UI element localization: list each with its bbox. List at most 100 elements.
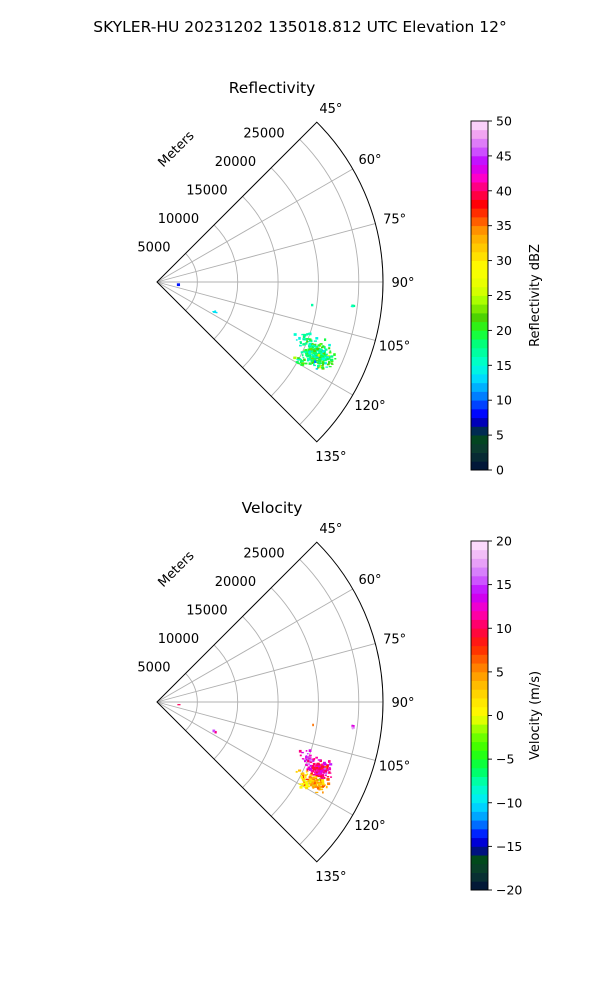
velocity-radial-axis-label: Meters (156, 548, 198, 590)
reflectivity-gate (310, 359, 313, 362)
velocity-gate (312, 768, 316, 771)
velocity-colorbar-step (471, 575, 488, 586)
reflectivity-gate (319, 355, 323, 358)
velocity-gate (306, 763, 311, 765)
velocity-colorbar-step (471, 602, 488, 612)
velocity-colorbar-label: Velocity (m/s) (528, 671, 543, 760)
reflectivity-colorbar-step (471, 408, 488, 419)
velocity-gate (315, 782, 318, 785)
reflectivity-gate (306, 340, 309, 343)
reflectivity-gate (317, 354, 321, 357)
velocity-gate (303, 760, 307, 763)
reflectivity-colorbar-tick-label: 0 (496, 463, 504, 478)
velocity-colorbar-step (471, 863, 488, 873)
reflectivity-gate (313, 350, 317, 353)
reflectivity-gate (326, 356, 329, 359)
velocity-gate (305, 782, 308, 785)
velocity-gate (301, 758, 304, 760)
velocity-gate (212, 729, 216, 733)
reflectivity-gate (314, 360, 317, 364)
reflectivity-range-tick-label: 10000 (158, 212, 199, 227)
reflectivity-gate (310, 346, 312, 348)
reflectivity-gate (310, 303, 314, 307)
reflectivity-gate (296, 358, 299, 361)
velocity-gate (308, 756, 312, 759)
velocity-colorbar-step (471, 636, 488, 647)
velocity-gate (305, 786, 309, 790)
reflectivity-theta-tick-label: 75° (383, 212, 406, 227)
velocity-gate (327, 768, 331, 771)
reflectivity-azimuth-spoke (156, 281, 353, 396)
velocity-colorbar-tick-label: 5 (496, 664, 504, 679)
reflectivity-theta-tick-label: 135° (315, 450, 346, 465)
velocity-gate (309, 778, 312, 781)
velocity-colorbar-step (471, 767, 488, 777)
reflectivity-gate (299, 341, 302, 344)
velocity-gate (319, 759, 322, 763)
velocity-colorbar-step (471, 689, 488, 699)
velocity-colorbar-step (471, 567, 488, 577)
reflectivity-colorbar-step (471, 286, 488, 296)
reflectivity-gate (309, 346, 312, 349)
velocity-gate (305, 750, 308, 752)
reflectivity-gate (311, 342, 314, 345)
velocity-gate (298, 783, 302, 785)
reflectivity-theta-tick-label: 45° (319, 102, 342, 117)
velocity-gate (326, 764, 329, 768)
reflectivity-colorbar-step (471, 400, 488, 410)
reflectivity-gate (305, 342, 308, 345)
velocity-gate (321, 779, 325, 782)
reflectivity-gate (308, 332, 312, 336)
reflectivity-gate (305, 338, 309, 340)
reflectivity-colorbar-step (471, 417, 488, 427)
reflectivity-gate (303, 358, 306, 362)
velocity-gate (314, 776, 318, 779)
reflectivity-gate (316, 347, 320, 351)
velocity-gate (319, 769, 323, 773)
velocity-gate (351, 726, 354, 730)
velocity-colorbar-step (471, 750, 488, 760)
velocity-colorbar-step (471, 663, 488, 673)
velocity-colorbar-tick-label: 20 (496, 534, 512, 549)
reflectivity-gate (311, 354, 314, 356)
velocity-gate (311, 765, 314, 767)
velocity-gate (320, 765, 325, 768)
reflectivity-colorbar: 0 5 10 15 20 25 30 35 40 45 50 Reflectivity dBZ (470, 114, 543, 478)
reflectivity-colorbar-step (471, 182, 488, 192)
reflectivity-range-tick-label: 5000 (137, 241, 170, 256)
velocity-colorbar-step (471, 855, 488, 865)
velocity-gate (306, 780, 309, 782)
velocity-gate (323, 769, 326, 772)
velocity-gate (305, 755, 308, 758)
velocity-gate (310, 772, 313, 776)
reflectivity-colorbar-step (471, 260, 488, 270)
velocity-range-tick-label: 10000 (158, 632, 199, 647)
reflectivity-colorbar-step (471, 321, 488, 331)
reflectivity-gate (312, 348, 316, 351)
reflectivity-gate (316, 361, 320, 364)
velocity-colorbar-step (471, 732, 488, 743)
reflectivity-gate (323, 338, 327, 341)
velocity-colorbar-step (471, 794, 488, 804)
velocity-gate (311, 771, 314, 773)
velocity-gate (319, 773, 322, 776)
reflectivity-colorbar-tick-label: 45 (496, 148, 512, 163)
velocity-gate (214, 730, 217, 734)
velocity-colorbar-step (471, 759, 488, 769)
reflectivity-gate (308, 352, 312, 355)
reflectivity-gate (350, 305, 354, 308)
velocity-gate (301, 751, 304, 754)
reflectivity-colorbar-step (471, 304, 488, 314)
velocity-azimuth-spoke (156, 701, 353, 816)
reflectivity-colorbar-tick-label: 5 (496, 428, 504, 443)
reflectivity-gate (311, 346, 315, 349)
velocity-colorbar-step (471, 628, 488, 638)
reflectivity-data (176, 283, 356, 370)
velocity-gate (315, 771, 318, 774)
reflectivity-colorbar-tick-label: 10 (496, 393, 512, 408)
velocity-gate (308, 749, 312, 752)
reflectivity-gate (307, 357, 310, 361)
velocity-gate (330, 776, 333, 778)
reflectivity-colorbar-step (471, 138, 488, 148)
velocity-gate (300, 776, 303, 779)
